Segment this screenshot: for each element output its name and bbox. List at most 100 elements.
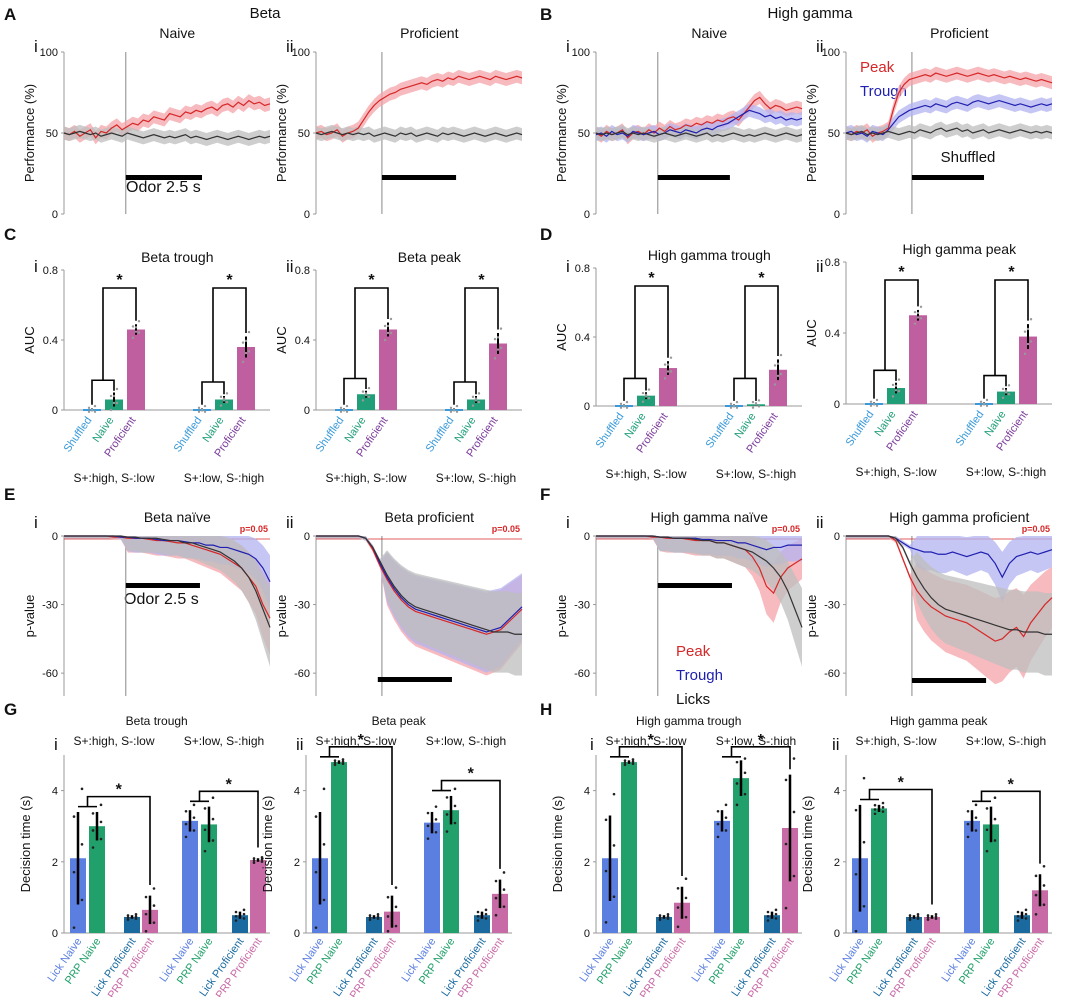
sub-label-Bi: i <box>566 37 570 56</box>
y-axis-label: AUC <box>274 326 289 353</box>
data-point <box>854 808 858 812</box>
data-point <box>754 403 758 406</box>
category-label: Shuffled <box>424 415 457 455</box>
y-axis-label: p-value <box>554 595 569 638</box>
data-point <box>792 874 796 878</box>
threshold-label: p=0.05 <box>492 524 520 534</box>
data-point <box>333 759 337 762</box>
data-point <box>631 762 635 766</box>
y-axis-label: Decision time (s) <box>260 796 275 893</box>
data-point <box>993 817 997 821</box>
data-point <box>203 849 207 853</box>
bar <box>733 778 749 933</box>
data-point <box>134 915 138 918</box>
bar <box>331 762 347 933</box>
chart-title: Beta trough <box>141 249 213 265</box>
significance-bracket <box>884 279 919 371</box>
chart-title: Proficient <box>930 25 988 41</box>
data-point <box>80 787 84 791</box>
band-title-high-gamma: High gamma <box>767 5 853 22</box>
data-point <box>219 395 223 399</box>
y-tick-label: 0.8 <box>825 257 840 269</box>
data-point <box>386 915 390 918</box>
y-axis-label: p-value <box>274 595 289 638</box>
data-point <box>666 915 670 918</box>
data-point <box>881 801 885 805</box>
y-tick-label: -30 <box>42 600 58 612</box>
data-point <box>203 807 207 810</box>
data-point <box>449 410 453 413</box>
data-point <box>716 809 720 813</box>
data-point <box>873 808 877 811</box>
data-point <box>669 370 673 373</box>
y-axis-label: p-value <box>22 595 37 638</box>
data-point <box>134 913 138 916</box>
y-tick-label: 0 <box>834 928 840 940</box>
y-tick-label: 100 <box>40 47 58 59</box>
data-point <box>1026 342 1030 346</box>
data-point <box>908 918 912 921</box>
data-point <box>386 929 390 933</box>
data-point <box>314 870 318 874</box>
chart-title: High gamma trough <box>636 714 741 728</box>
data-point <box>152 904 156 907</box>
data-point <box>784 906 788 910</box>
data-point <box>386 331 390 335</box>
data-point <box>499 327 503 330</box>
data-point <box>484 908 488 912</box>
data-point <box>766 919 770 922</box>
data-point <box>735 782 739 785</box>
data-point <box>684 877 688 881</box>
significance-bracket <box>86 795 151 885</box>
group-label: S+:high, S-:low <box>325 471 406 485</box>
sub-label-Hi: i <box>590 735 594 754</box>
data-point <box>260 856 264 859</box>
y-tick-label: -60 <box>42 668 58 680</box>
data-point <box>234 910 238 914</box>
data-point <box>724 803 728 807</box>
group-label: S+:high, S-:low <box>605 467 686 481</box>
significance-marker: * <box>116 272 123 289</box>
significance-marker: * <box>758 732 765 749</box>
data-point <box>476 919 480 922</box>
group-label: S+:high, S-:low <box>73 734 154 748</box>
data-point <box>644 393 648 396</box>
data-point <box>252 859 256 862</box>
y-tick-label: 0.8 <box>575 263 590 275</box>
data-point <box>1007 393 1011 396</box>
group-label: S+:low, S-:high <box>426 734 506 748</box>
comparison-bracket <box>733 377 757 401</box>
data-point <box>203 404 207 408</box>
data-point <box>669 356 673 359</box>
section-label-F: F <box>540 485 550 504</box>
odor-period-bar <box>125 583 200 588</box>
data-point <box>87 410 91 413</box>
odor-period-bar <box>125 175 203 180</box>
data-point <box>242 908 246 912</box>
significance-marker: * <box>648 732 655 749</box>
data-point <box>716 835 720 839</box>
y-tick-label: 100 <box>572 47 590 59</box>
data-point <box>985 404 989 407</box>
data-point <box>1004 389 1008 392</box>
data-point <box>137 331 141 334</box>
chart-B-ii: Proficient Performance (%) 0 50 100 <box>804 25 1053 221</box>
data-point <box>854 872 858 876</box>
series-line-shuffled <box>315 130 523 137</box>
significance-bracket <box>634 285 669 379</box>
bar <box>379 329 397 410</box>
data-point <box>666 370 670 373</box>
bar <box>924 916 940 933</box>
y-tick-label: 0 <box>834 399 840 411</box>
y-axis-label: Decision time (s) <box>18 796 33 893</box>
series-line-licks <box>64 535 271 628</box>
group-label: S+:low, S-:high <box>184 734 264 748</box>
chart-C-ii: Beta peakAUC00.40.8ShuffledNaiveProficie… <box>274 249 522 485</box>
bar <box>871 808 887 933</box>
significance-marker: * <box>648 270 655 287</box>
chart-title: Naive <box>691 25 727 41</box>
data-point <box>773 364 777 367</box>
data-point <box>979 400 983 403</box>
data-point <box>115 401 119 405</box>
